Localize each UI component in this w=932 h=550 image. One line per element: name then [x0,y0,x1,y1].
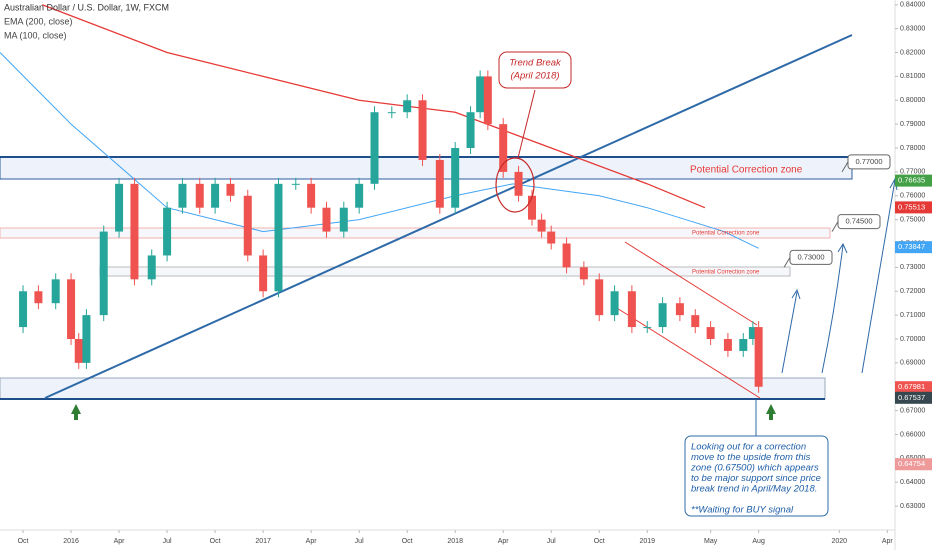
buy-arrow [766,404,776,420]
channel-line [624,241,758,326]
y-tick-label: 0.75000 [900,216,925,223]
y-tick-label: 0.80000 [900,97,925,104]
x-tick-label: Aug [752,538,765,545]
x-tick-label: Jul [355,538,364,545]
x-tick-label: Oct [402,538,413,545]
x-tick-label: Apr [114,538,126,545]
note-line: **Waiting for BUY signal [691,505,794,516]
support-zone [0,377,826,400]
note-line: move to the upside from this [691,452,811,463]
target-pointer [841,161,849,173]
pointer [517,89,536,159]
y-tick-label: 0.69000 [900,360,925,367]
y-tick-label: 0.79000 [900,121,925,128]
y-tick-label: 0.83000 [900,25,925,32]
target-pointer [783,257,791,268]
plot [0,4,853,400]
y-tick-label: 0.67000 [900,407,925,414]
target-label: 0.73000 [797,252,824,261]
x-tick-label: 2017 [255,538,271,545]
price-label-bg [895,458,932,471]
x-tick-label: 2018 [447,538,463,545]
price-label: 0.73847 [898,242,925,251]
note-box [684,435,829,517]
price-label-bg [895,174,932,187]
target-label: 0.74500 [845,217,872,226]
y-tick-label: 0.63000 [900,503,925,510]
indicator: MA (100, close) [4,30,67,40]
x-tick-label: May [704,538,718,545]
note-line: to be major support since price [691,473,821,484]
note-line: break trend in April/May 2018. [691,484,817,495]
target-pointer [831,221,839,232]
y-tick-label: 0.82000 [900,49,925,56]
y-tick-label: 0.72000 [900,288,925,295]
zone-label: Potential Correction zone [692,231,760,237]
channel-line [611,304,761,399]
target-label: 0.77000 [855,157,882,166]
x-tick-label: Apr [498,538,510,545]
y-tick-label: 0.78000 [900,145,925,152]
price-label-bg [895,381,932,394]
y-tick-label: 0.77000 [900,169,925,176]
y-tick-label: 0.81000 [900,73,925,80]
callout-text: Trend Break [509,58,562,69]
x-tick-label: Jul [163,538,172,545]
circle [495,157,535,213]
price-label: 0.64754 [898,459,925,468]
price-label: 0.67537 [898,393,925,402]
annotations: Trend Break (April 2018) Potential Corre… [4,2,898,517]
zone [99,266,791,277]
price-label-bg [895,201,932,214]
arrow [781,288,801,374]
x-tick-label: 2019 [639,538,655,545]
indicator: EMA (200, close) [4,16,73,26]
price-label-bg [895,391,932,404]
x-tick-label: Oct [594,538,605,545]
buy-arrow [71,404,81,420]
y-tick-label: 0.73000 [900,264,925,271]
zone-label: Potential Correction zone [690,165,803,176]
price-label: 0.67981 [898,382,925,391]
x-tick-label: 2020 [832,538,848,545]
symbol-title: Australian Dollar / U.S. Dollar, 1W, FXC… [4,2,169,12]
x-tick-label: Apr [882,538,894,545]
price-label: 0.75513 [898,202,925,211]
y-tick-label: 0.76000 [900,193,925,200]
y-tick-label: 0.66000 [900,431,925,438]
y-tick-label: 0.70000 [900,336,925,343]
x-tick-label: 2016 [63,538,79,545]
target-box [847,154,891,170]
note-line: zone (0.67500) which appears [690,463,819,474]
zone-label: Potential Correction zone [692,270,760,276]
target-box [837,214,881,230]
arrow [821,242,848,374]
x-tick-label: Oct [18,538,29,545]
callout-text: (April 2018) [510,71,559,82]
target-box [789,249,833,265]
y-tick-label: 0.64000 [900,479,925,486]
zone [0,227,831,239]
trend-line [44,34,853,399]
callout [498,51,572,89]
price-label: 0.76635 [898,176,925,185]
price-label-bg [895,241,932,254]
y-tick-label: 0.71000 [900,312,925,319]
x-tick-label: Apr [306,538,318,545]
note-line: Looking out for a correction [691,442,806,453]
x-tick-label: Oct [210,538,221,545]
y-tick-label: 0.84000 [900,2,925,9]
x-tick-label: Jul [547,538,556,545]
